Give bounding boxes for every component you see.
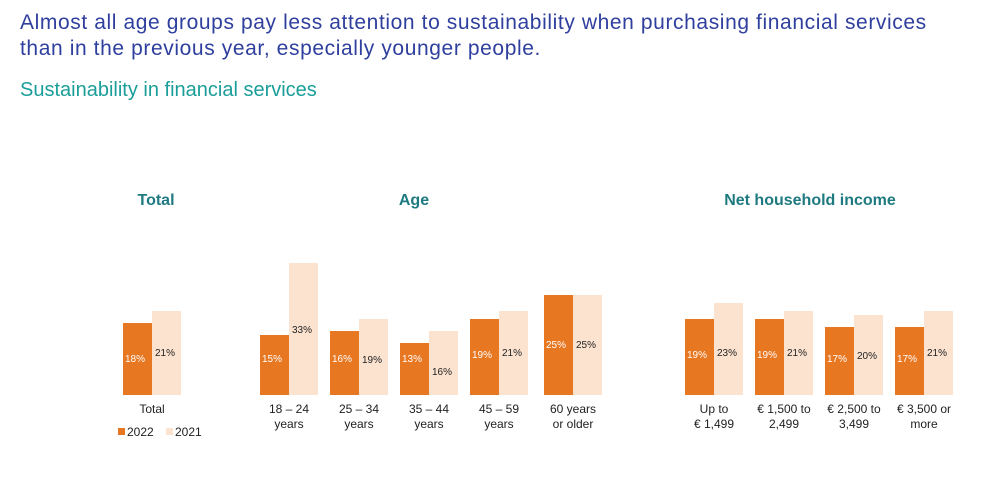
bar-2022 [544, 295, 573, 395]
category-label: more [910, 417, 938, 431]
data-label: 23% [717, 348, 737, 359]
bar-2021 [289, 263, 318, 395]
category-label: years [344, 417, 373, 431]
category-label: Total [139, 402, 164, 416]
data-label: 21% [155, 348, 175, 359]
data-label: 21% [502, 348, 522, 359]
bar-2022 [123, 323, 152, 395]
bar-2021 [359, 319, 388, 395]
headline: Almost all age groups pay less attention… [20, 11, 927, 60]
category-label: years [414, 417, 443, 431]
data-label: 17% [827, 354, 847, 365]
legend-label-2022: 2022 [127, 425, 154, 439]
bar-2022 [470, 319, 499, 395]
category-label: € 1,499 [694, 417, 734, 431]
group-title: Total [137, 192, 174, 209]
data-label: 15% [262, 354, 282, 365]
bar-2022 [895, 327, 924, 395]
bar-2021 [429, 331, 458, 395]
category-label: Up to [700, 402, 729, 416]
bar-2022 [400, 343, 429, 395]
bar-2022 [330, 331, 359, 395]
category-label: years [484, 417, 513, 431]
bar-2021 [573, 295, 602, 395]
data-label: 20% [857, 351, 877, 362]
bar-2022 [755, 319, 784, 395]
bar-2021 [854, 315, 883, 395]
data-label: 33% [292, 325, 312, 336]
category-label: 3,499 [839, 417, 869, 431]
data-label: 25% [546, 340, 566, 351]
data-label: 18% [125, 354, 145, 365]
category-label: or older [553, 417, 594, 431]
bar-2022 [825, 327, 854, 395]
chart-subtitle: Sustainability in financial services [20, 79, 317, 101]
data-label: 19% [687, 350, 707, 361]
data-label: 19% [362, 355, 382, 366]
category-label: 18 – 24 [269, 402, 309, 416]
bar-2021 [924, 311, 953, 395]
bar-2021 [784, 311, 813, 395]
data-label: 19% [472, 350, 492, 361]
category-label: years [274, 417, 303, 431]
data-label: 21% [787, 348, 807, 359]
bar-2021 [152, 311, 181, 395]
bar-2021 [714, 303, 743, 395]
category-label: 25 – 34 [339, 402, 379, 416]
data-label: 21% [927, 348, 947, 359]
category-label: 45 – 59 [479, 402, 519, 416]
bar-2022 [260, 335, 289, 395]
group-title: Net household income [724, 192, 896, 209]
bar-2021 [499, 311, 528, 395]
data-label: 25% [576, 340, 596, 351]
category-label: € 1,500 to [757, 402, 811, 416]
group-title: Age [399, 192, 429, 209]
data-label: 13% [402, 354, 422, 365]
legend-swatch-2022 [118, 428, 125, 435]
data-label: 16% [332, 354, 352, 365]
legend-label-2021: 2021 [175, 425, 202, 439]
data-label: 19% [757, 350, 777, 361]
category-label: € 2,500 to [827, 402, 881, 416]
legend-swatch-2021 [166, 428, 173, 435]
data-label: 17% [897, 354, 917, 365]
bar-2022 [685, 319, 714, 395]
data-label: 16% [432, 367, 452, 378]
category-label: 60 years [550, 402, 596, 416]
category-label: 2,499 [769, 417, 799, 431]
category-label: 35 – 44 [409, 402, 449, 416]
category-label: € 3,500 or [897, 402, 951, 416]
